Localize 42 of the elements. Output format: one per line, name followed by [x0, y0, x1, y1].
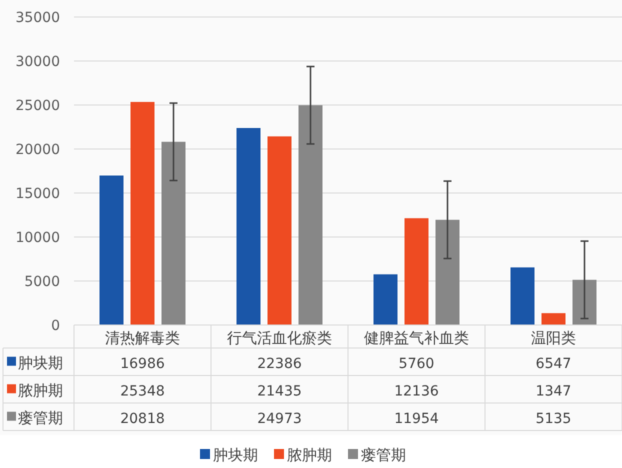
bar: [374, 274, 398, 325]
data-label: 12136: [394, 383, 439, 400]
bar: [268, 136, 292, 325]
data-label: 25348: [120, 383, 165, 400]
x-tick-label: 清热解毒类: [105, 329, 180, 347]
data-label: 6547: [536, 356, 572, 372]
data-label: 24973: [257, 410, 302, 427]
text: 肿块期: [213, 446, 258, 464]
data-label: 22386: [257, 356, 302, 372]
bar: [298, 105, 322, 325]
bar: [130, 102, 154, 325]
data-label: 16986: [120, 356, 165, 372]
bar: [404, 218, 428, 325]
bar: [100, 176, 124, 325]
text: 脓肿期: [287, 446, 332, 464]
y-tick-label: 15000: [15, 186, 60, 202]
text: 瘘管期: [18, 408, 63, 427]
y-tick-label: 25000: [15, 98, 60, 114]
y-tick-label: 5000: [24, 274, 60, 290]
legend-label: 瘘管期: [361, 446, 406, 464]
bar: [572, 280, 596, 325]
x-tick-label: 健脾益气补血类: [364, 329, 469, 347]
x-tick-label: 温阳类: [531, 329, 576, 347]
y-tick-label: 35000: [15, 10, 60, 26]
data-label: 5135: [536, 410, 572, 427]
data-label: 20818: [120, 410, 165, 427]
bar: [236, 128, 260, 325]
data-label: 1347: [536, 383, 572, 400]
legend-label: 脓肿期: [18, 381, 63, 400]
x-tick-label: 行气活血化瘀类: [227, 329, 332, 347]
y-tick-label: 30000: [15, 54, 60, 70]
data-label: 5760: [398, 356, 434, 372]
legend-label: 肿块期: [18, 354, 63, 372]
y-tick-label: 0: [51, 318, 60, 334]
bar: [542, 313, 566, 325]
y-tick-label: 20000: [15, 142, 60, 158]
data-label: 11954: [394, 410, 439, 427]
data-label: 21435: [257, 383, 302, 400]
bar: [510, 267, 534, 325]
bar: [436, 220, 460, 325]
bar: [162, 142, 186, 325]
y-tick-label: 10000: [15, 230, 60, 246]
